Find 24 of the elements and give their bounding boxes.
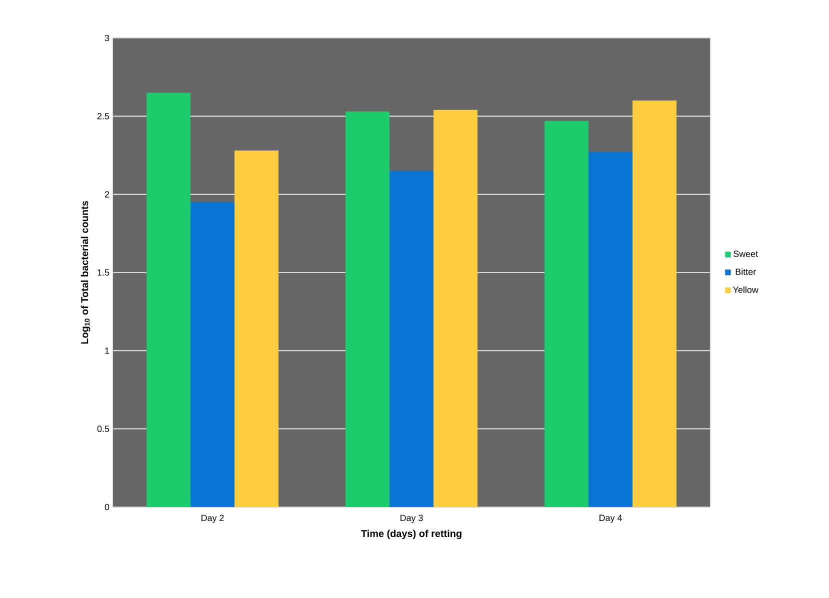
legend-label: Sweet bbox=[734, 250, 758, 258]
y-tick-label: 2 bbox=[104, 191, 110, 198]
y-tick-label: 0 bbox=[104, 504, 110, 510]
bar bbox=[390, 170, 434, 507]
y-tick-label: 0.5 bbox=[97, 426, 110, 432]
y-tick-label: 1 bbox=[105, 348, 110, 354]
bar bbox=[588, 152, 633, 507]
x-tick-label: Day 3 bbox=[400, 514, 423, 523]
bar bbox=[234, 150, 279, 507]
y-tick-label: 2.5 bbox=[97, 112, 110, 120]
x-axis-title: Time (days) of retting bbox=[361, 530, 462, 540]
legend-label: Yellow bbox=[733, 286, 758, 293]
y-tick-label: 1.5 bbox=[98, 269, 110, 276]
bar bbox=[434, 110, 478, 507]
bar bbox=[190, 202, 235, 507]
bar bbox=[632, 100, 677, 507]
bar bbox=[146, 92, 190, 507]
bar bbox=[544, 120, 589, 507]
bar bbox=[346, 111, 390, 507]
x-tick-label: Day 2 bbox=[202, 514, 224, 523]
x-tick-label: Day 4 bbox=[600, 514, 622, 523]
y-tick-label: 3 bbox=[104, 34, 110, 42]
legend-label: Bitter bbox=[736, 268, 756, 275]
y-axis-title: Log$_{10}$ of Total bacterial counts bbox=[80, 201, 90, 344]
